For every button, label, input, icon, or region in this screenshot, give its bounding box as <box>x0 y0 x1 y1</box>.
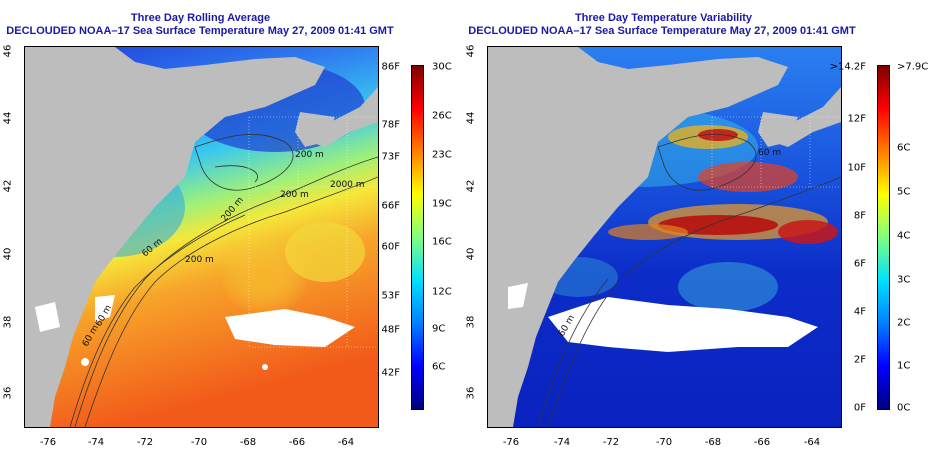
colorbar-f-label: 60F <box>381 241 400 253</box>
colorbar-c-label: 2C <box>897 317 911 329</box>
colorbar-c-label: 5C <box>897 186 911 198</box>
colorbar-c-label: 23C <box>432 149 452 161</box>
lat-tick: 38 <box>2 315 14 329</box>
contour-label: 2000 m <box>330 180 365 190</box>
lon-tick: -74 <box>553 437 571 448</box>
lat-tick: 42 <box>465 179 477 193</box>
lon-tick: -68 <box>704 437 722 448</box>
lon-tick: -66 <box>753 437 771 448</box>
lon-tick: -72 <box>602 437 620 448</box>
lat-tick: 44 <box>2 111 14 125</box>
colorbar-f-label: >14.2F <box>829 61 866 73</box>
colorbar-c-label: 9C <box>432 323 446 335</box>
colorbar-c-label: 6C <box>432 361 446 373</box>
contour-label: 200 m <box>295 150 324 160</box>
colorbar-c-label: 3C <box>897 274 911 286</box>
lon-tick: -66 <box>288 437 306 448</box>
colorbar-f-label: 66F <box>381 200 400 212</box>
lon-tick: -70 <box>655 437 673 448</box>
left-title: Three Day Rolling Average <box>130 12 271 24</box>
colorbar-f-label: 73F <box>381 151 400 163</box>
lon-tick: -70 <box>190 437 208 448</box>
colorbar-c-label: 6C <box>897 142 911 154</box>
lat-tick: 36 <box>2 386 14 400</box>
lat-tick: 44 <box>465 111 477 125</box>
lat-tick: 46 <box>2 44 14 58</box>
colorbar-c-label: 1C <box>897 360 911 372</box>
lon-tick: -76 <box>39 437 57 448</box>
right-title: Three Day Temperature Variability <box>574 12 753 24</box>
land-mask-right <box>488 47 788 427</box>
right-map-sst-variability: 60 m 60 m <box>487 46 842 428</box>
colorbar-c-label: 12C <box>432 286 452 298</box>
colorbar-f-label: 86F <box>381 61 400 73</box>
colorbar-c-label: 26C <box>432 110 452 122</box>
lat-tick: 46 <box>465 44 477 58</box>
lat-tick: 40 <box>2 247 14 261</box>
colorbar-c-label: 19C <box>432 198 452 210</box>
lon-tick: -68 <box>239 437 257 448</box>
colorbar-c-label: 4C <box>897 230 911 242</box>
left-colorbar <box>411 65 424 410</box>
colorbar-f-label: 10F <box>847 162 866 174</box>
lon-tick: -64 <box>337 437 355 448</box>
colorbar-f-label: 0F <box>853 402 866 414</box>
colorbar-c-label: 16C <box>432 236 452 248</box>
contour-label: 200 m <box>280 190 309 200</box>
colorbar-f-label: 42F <box>381 367 400 379</box>
contour-label: 60 m <box>758 148 781 158</box>
lat-tick: 40 <box>465 247 477 261</box>
lon-tick: -72 <box>136 437 154 448</box>
colorbar-f-label: 8F <box>853 210 866 222</box>
colorbar-c-label: 0C <box>897 402 911 414</box>
lon-tick: -64 <box>803 437 821 448</box>
colorbar-f-label: 6F <box>853 258 866 270</box>
lat-tick: 36 <box>465 386 477 400</box>
colorbar-c-label: >7.9C <box>897 61 929 73</box>
lat-tick: 42 <box>2 179 14 193</box>
colorbar-f-label: 2F <box>853 354 866 366</box>
colorbar-f-label: 4F <box>853 306 866 318</box>
contour-label: 200 m <box>185 255 214 265</box>
lat-tick: 38 <box>465 315 477 329</box>
colorbar-f-label: 53F <box>381 290 400 302</box>
colorbar-f-label: 78F <box>381 119 400 131</box>
land-mask-left <box>25 47 325 427</box>
lon-tick: -74 <box>87 437 105 448</box>
colorbar-f-label: 48F <box>381 324 400 336</box>
right-colorbar <box>877 65 890 410</box>
left-map-sst-average: 200 m 2000 m 200 m 60 m 60 m 200 m 200 m… <box>24 46 379 428</box>
right-subtitle: DECLOUDED NOAA–17 Sea Surface Temperatur… <box>468 25 856 37</box>
lon-tick: -76 <box>502 437 520 448</box>
colorbar-f-label: 12F <box>847 113 866 125</box>
colorbar-c-label: 30C <box>432 61 452 73</box>
left-subtitle: DECLOUDED NOAA–17 Sea Surface Temperatur… <box>6 25 394 37</box>
